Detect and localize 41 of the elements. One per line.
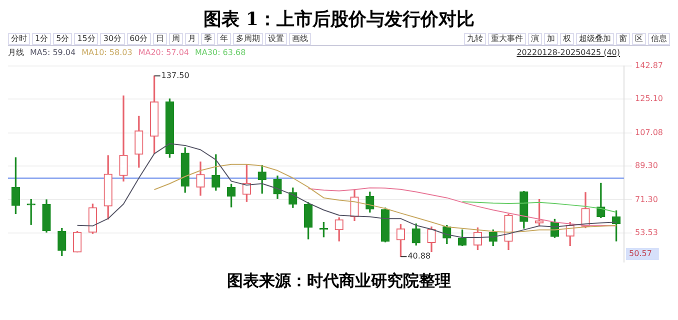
text: 60分 <box>126 32 151 44</box>
text: 多周期 <box>232 32 263 44</box>
text: 月 <box>184 32 199 44</box>
text: 画线 <box>288 32 311 44</box>
y-tick-label: 107.08 <box>635 128 664 137</box>
text: MA30: 63.68 <box>195 48 246 56</box>
text: 设置 <box>264 32 287 44</box>
text: 超级叠加 <box>576 32 614 44</box>
text: 20220128-20250425 (40) <box>516 48 620 56</box>
y-tick-label: 89.30 <box>635 161 658 170</box>
text: MA10: 58.03 <box>82 48 132 56</box>
text: 年 <box>216 32 231 44</box>
text: 图表来源：时代商业研究院整理 <box>226 270 452 292</box>
text: 日 <box>152 32 167 44</box>
text: 重大事件 <box>488 32 526 44</box>
text: 30分 <box>100 32 125 44</box>
chart-title: 图表 1：上市后股价与发行价对比 <box>202 8 476 32</box>
y-tick-label: 71.30 <box>635 194 658 204</box>
text: 权 <box>560 32 574 44</box>
text: 加 <box>544 32 558 44</box>
text: 窗 <box>616 32 630 44</box>
annotation: 137.50 <box>161 70 190 80</box>
text: 季 <box>200 32 215 44</box>
text: 演 <box>528 32 542 44</box>
text: 分时 <box>8 32 30 44</box>
candlestick <box>119 96 128 182</box>
y-tick-label: 53.53 <box>635 228 658 238</box>
text: 50.57 <box>629 249 652 258</box>
annotation: 40.88 <box>408 252 431 261</box>
y-tick-label: 125.10 <box>635 94 664 104</box>
text: MA20: 57.04 <box>138 48 190 56</box>
text: 5分 <box>53 32 72 44</box>
text: 周 <box>168 32 183 44</box>
text: 九转 <box>464 32 486 44</box>
text: 15分 <box>74 32 98 44</box>
text: 信息 <box>648 32 670 44</box>
text: 月线 <box>8 46 24 58</box>
text: 1分 <box>32 32 52 44</box>
text: MA5: 59.04 <box>30 48 76 56</box>
y-tick-label: 142.87 <box>635 60 664 70</box>
text: 区 <box>632 32 646 44</box>
